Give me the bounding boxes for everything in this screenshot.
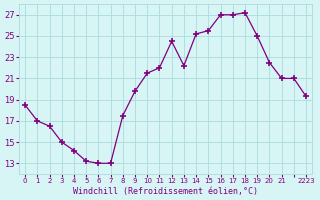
X-axis label: Windchill (Refroidissement éolien,°C): Windchill (Refroidissement éolien,°C): [73, 187, 258, 196]
